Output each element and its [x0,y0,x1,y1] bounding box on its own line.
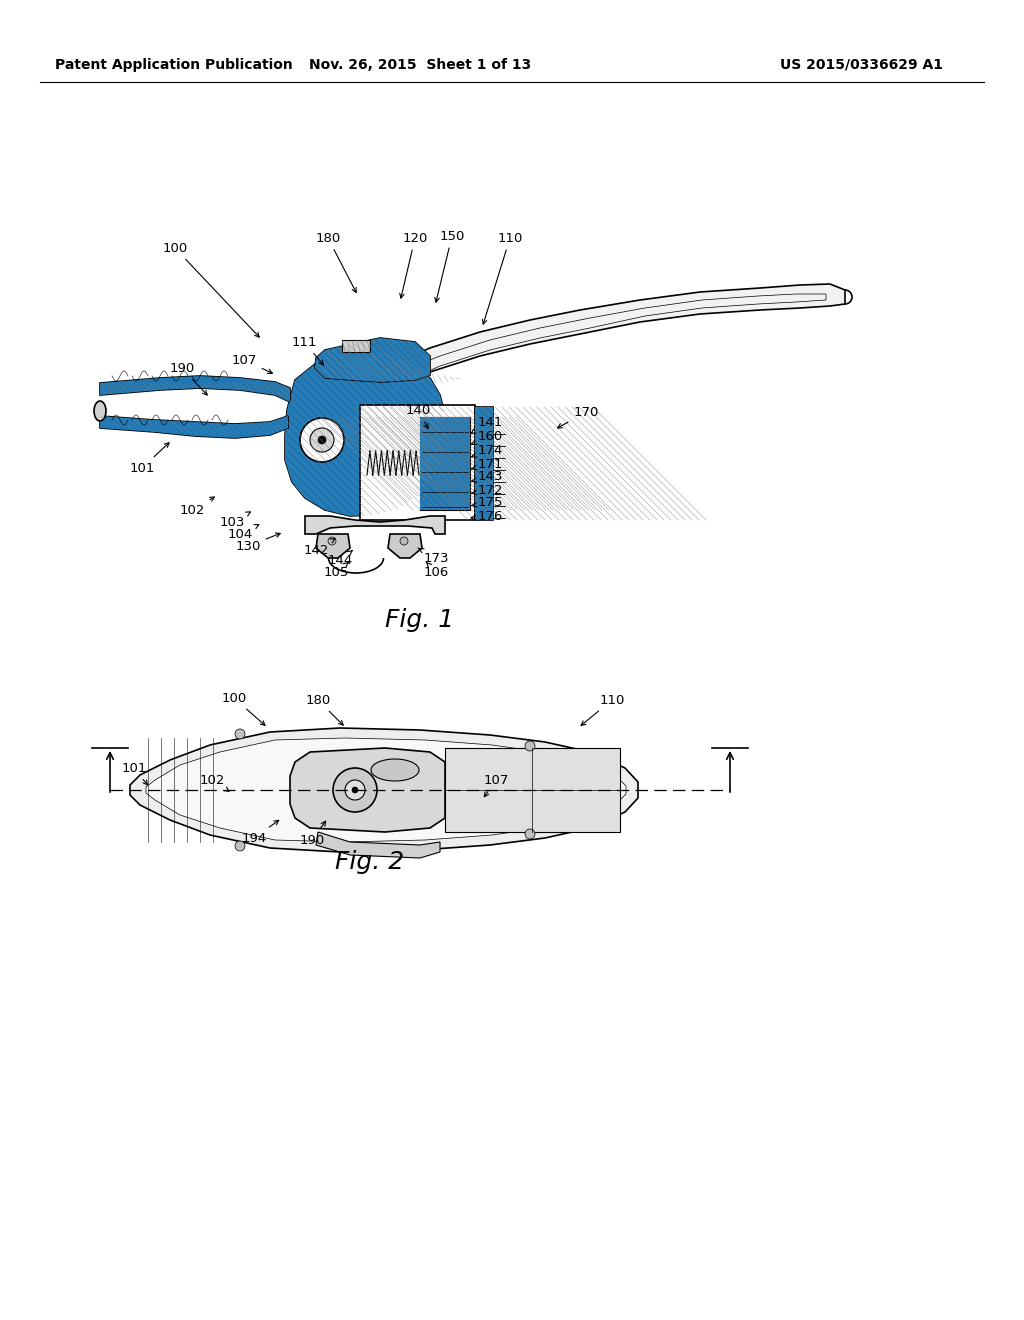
Text: 174: 174 [471,444,503,457]
Text: Fig. 2: Fig. 2 [336,850,404,874]
Ellipse shape [94,401,106,421]
FancyBboxPatch shape [475,407,493,520]
Text: 101: 101 [121,762,147,785]
Text: Nov. 26, 2015  Sheet 1 of 13: Nov. 26, 2015 Sheet 1 of 13 [309,58,531,73]
Text: 105: 105 [324,562,349,578]
Text: 194: 194 [242,820,279,845]
Circle shape [300,418,344,462]
FancyBboxPatch shape [445,748,620,832]
Text: 120: 120 [399,231,428,298]
Text: 180: 180 [305,693,343,725]
Circle shape [400,537,408,545]
Text: 130: 130 [236,533,281,553]
Polygon shape [388,535,422,558]
Text: 106: 106 [423,562,449,578]
Polygon shape [305,516,445,535]
Text: 107: 107 [483,774,509,797]
Polygon shape [130,729,638,851]
Text: 103: 103 [219,512,251,528]
Bar [420,417,470,510]
Polygon shape [146,738,626,842]
Text: 100: 100 [163,242,259,337]
Text: 101: 101 [129,442,169,474]
Polygon shape [315,338,430,381]
Text: 140: 140 [406,404,431,429]
FancyBboxPatch shape [420,417,470,510]
Text: 142: 142 [303,539,335,557]
FancyBboxPatch shape [342,341,370,352]
Text: 180: 180 [315,231,356,293]
Text: 144: 144 [328,550,352,566]
FancyBboxPatch shape [360,405,475,520]
Text: 173: 173 [418,548,449,565]
Text: 107: 107 [231,354,272,374]
Polygon shape [290,748,445,832]
Ellipse shape [371,759,419,781]
Circle shape [525,829,535,840]
Text: 150: 150 [435,230,465,302]
Text: 110: 110 [482,231,522,325]
Text: 104: 104 [227,524,259,540]
Text: 190: 190 [299,821,326,846]
Polygon shape [390,284,845,389]
Polygon shape [315,338,430,381]
Text: 100: 100 [221,692,265,726]
Text: Fig. 1: Fig. 1 [385,609,455,632]
Circle shape [318,436,326,444]
Polygon shape [316,832,440,858]
Text: 171: 171 [471,458,503,470]
Polygon shape [100,416,288,438]
Circle shape [525,741,535,751]
Text: 190: 190 [169,362,207,395]
Bar [475,407,493,520]
Text: 170: 170 [557,405,599,428]
Circle shape [310,428,334,451]
Text: 102: 102 [200,774,229,791]
Text: 141: 141 [471,416,503,433]
Circle shape [333,768,377,812]
Text: 160: 160 [471,429,503,445]
Text: 111: 111 [291,335,324,364]
Circle shape [234,729,245,739]
Polygon shape [285,350,445,516]
Polygon shape [100,376,290,403]
Polygon shape [100,416,288,438]
Polygon shape [100,376,290,403]
Text: 143: 143 [472,470,503,483]
Text: 172: 172 [471,483,503,496]
Circle shape [328,537,336,545]
Circle shape [345,780,365,800]
Text: 176: 176 [471,510,503,523]
Text: 110: 110 [581,693,625,726]
Circle shape [234,841,245,851]
Text: US 2015/0336629 A1: US 2015/0336629 A1 [780,58,943,73]
Text: 175: 175 [471,496,503,510]
Polygon shape [316,535,350,558]
Text: Patent Application Publication: Patent Application Publication [55,58,293,73]
Circle shape [352,787,358,793]
Text: 102: 102 [179,498,214,516]
Polygon shape [285,350,445,516]
